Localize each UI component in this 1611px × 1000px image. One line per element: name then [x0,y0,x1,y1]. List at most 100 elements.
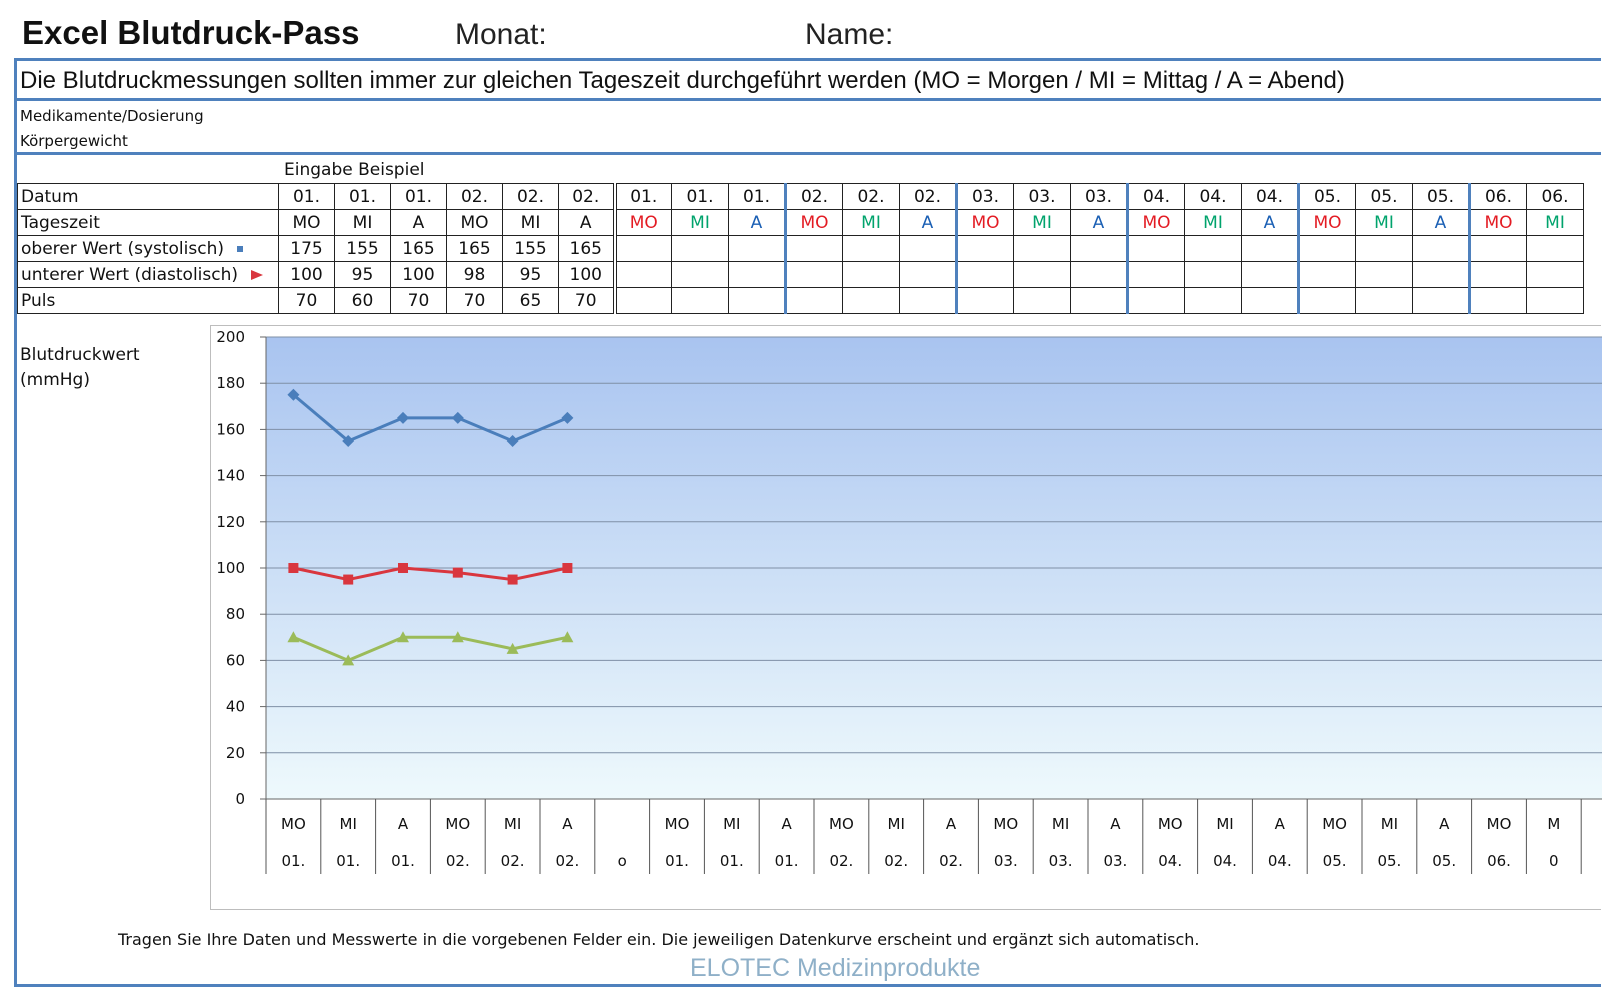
systolic-input-cell[interactable] [1412,235,1470,262]
systolic-input-cell[interactable] [899,235,957,262]
page-title: Excel Blutdruck-Pass [22,14,360,51]
name-label: Name: [805,18,894,51]
entry-time-cell: MO [612,209,672,236]
diastolic-input-cell[interactable] [784,261,843,288]
diastolic-input-cell[interactable] [671,261,729,288]
entry-date-cell: 03. [1013,183,1071,210]
entry-time-cell: MI [671,209,729,236]
diastolic-input-cell[interactable] [728,261,786,288]
systolic-input-cell[interactable] [842,235,900,262]
pulse-series-line [292,635,568,662]
pulse-input-cell[interactable] [671,287,729,314]
chart-area: 0 20 40 60 80 100 120 140 160 180 200 MO 01. MI 01. A 01… [210,325,1602,910]
example-time-cell: MO [446,209,503,236]
example-time-cell: MI [334,209,391,236]
systolic-input-cell[interactable] [612,235,672,262]
x-tick-label: 05. [1432,852,1456,870]
diastolic-input-cell[interactable] [1013,261,1071,288]
systolic-point [287,388,300,401]
systolic-point [451,411,464,424]
diastolic-input-cell[interactable] [1297,261,1356,288]
diastolic-input-cell[interactable] [842,261,900,288]
body-weight-label: Körpergewicht [20,132,128,150]
x-tick-label: MI [1052,815,1069,833]
diastolic-input-cell[interactable] [955,261,1014,288]
systolic-input-cell[interactable] [1070,235,1128,262]
systolic-input-cell[interactable] [1526,235,1584,262]
pulse-input-cell[interactable] [612,287,672,314]
pulse-input-cell[interactable] [1126,287,1185,314]
pulse-input-cell[interactable] [1297,287,1356,314]
pulse-input-cell[interactable] [899,287,957,314]
y-tick-label: 20 [226,744,245,762]
x-tick-label: o [618,852,627,870]
pulse-input-cell[interactable] [1355,287,1413,314]
entry-date-cell: 01. [612,183,672,210]
systolic-input-cell[interactable] [1355,235,1413,262]
systolic-input-cell[interactable] [1241,235,1299,262]
systolic-input-cell[interactable] [728,235,786,262]
diastolic-row-label: unterer Wert (diastolisch) [21,264,239,285]
systolic-input-cell[interactable] [671,235,729,262]
example-pulse-cell: 65 [502,287,559,314]
systolic-input-cell[interactable] [955,235,1014,262]
example-date-cell: 02. [446,183,503,210]
systolic-input-cell[interactable] [1126,235,1185,262]
pulse-input-cell[interactable] [1526,287,1584,314]
pulse-input-cell[interactable] [728,287,786,314]
systolic-input-cell[interactable] [784,235,843,262]
blood-pressure-chart: 0 20 40 60 80 100 120 140 160 180 200 MO 01. MI 01. A 01… [216,328,1602,874]
entry-date-cell: 05. [1355,183,1413,210]
systolic-input-cell[interactable] [1468,235,1527,262]
example-diastolic-cell: 95 [502,261,559,288]
pulse-input-cell[interactable] [955,287,1014,314]
medication-label: Medikamente/Dosierung [20,107,204,125]
example-date-cell: 02. [502,183,559,210]
systolic-input-cell[interactable] [1184,235,1242,262]
pulse-point [506,642,519,654]
entry-date-cell: 01. [671,183,729,210]
diastolic-input-cell[interactable] [1412,261,1470,288]
diastolic-input-cell[interactable] [1241,261,1299,288]
entry-date-cell: 02. [842,183,900,210]
x-tick-label: A [1439,815,1450,833]
pulse-input-cell[interactable] [1241,287,1299,314]
x-tick-label: MO [1322,815,1347,833]
diastolic-input-cell[interactable] [1126,261,1185,288]
pulse-input-cell[interactable] [784,287,843,314]
pulse-input-cell[interactable] [1013,287,1071,314]
pulse-input-cell[interactable] [1468,287,1527,314]
systolic-input-cell[interactable] [1297,235,1356,262]
example-time-cell: MI [502,209,559,236]
x-tick-label: 03. [1049,852,1073,870]
x-tick-label: MO [445,815,470,833]
diastolic-input-cell[interactable] [1184,261,1242,288]
pulse-input-cell[interactable] [1184,287,1242,314]
diastolic-input-cell[interactable] [1526,261,1584,288]
diastolic-point [398,563,408,573]
pulse-input-cell[interactable] [842,287,900,314]
entry-date-cell: 04. [1241,183,1299,210]
diastolic-input-cell[interactable] [1070,261,1128,288]
diastolic-input-cell[interactable] [1468,261,1527,288]
example-date-cell: 01. [334,183,391,210]
x-tick-label: 0 [1549,852,1559,870]
x-tick-label: 04. [1213,852,1237,870]
pulse-input-cell[interactable] [1070,287,1128,314]
diastolic-input-cell[interactable] [899,261,957,288]
x-tick-label: 04. [1158,852,1182,870]
systolic-row: oberer Wert (systolisch) 175 155 165 165 155… [17,235,1584,262]
entry-time-cell: MO [1297,209,1356,236]
y-axis-unit: (mmHg) [20,370,90,390]
measurement-table: Datum 01. 01. 01. 02. 02. 02. 01. 01. 01. 02. 02. 0… [17,183,1584,314]
example-pulse-cell: 70 [446,287,503,314]
systolic-input-cell[interactable] [1013,235,1071,262]
diastolic-input-cell[interactable] [1355,261,1413,288]
pulse-input-cell[interactable] [1412,287,1470,314]
instruction-text: Die Blutdruckmessungen sollten immer zur… [20,67,1345,94]
x-tick-label: MI [1381,815,1398,833]
systolic-row-label-cell: oberer Wert (systolisch) [17,235,279,262]
diastolic-input-cell[interactable] [612,261,672,288]
y-tick-label: 120 [216,513,245,531]
x-tick-label: 01. [665,852,689,870]
